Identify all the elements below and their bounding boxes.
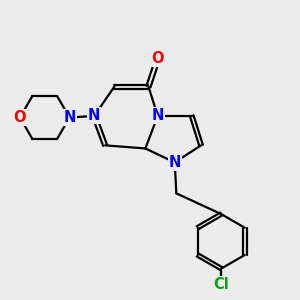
- Text: Cl: Cl: [213, 277, 229, 292]
- Text: O: O: [152, 51, 164, 66]
- Text: N: N: [63, 110, 76, 125]
- Text: N: N: [88, 108, 100, 123]
- Text: N: N: [169, 155, 181, 170]
- Text: O: O: [14, 110, 26, 125]
- Text: N: N: [152, 108, 164, 123]
